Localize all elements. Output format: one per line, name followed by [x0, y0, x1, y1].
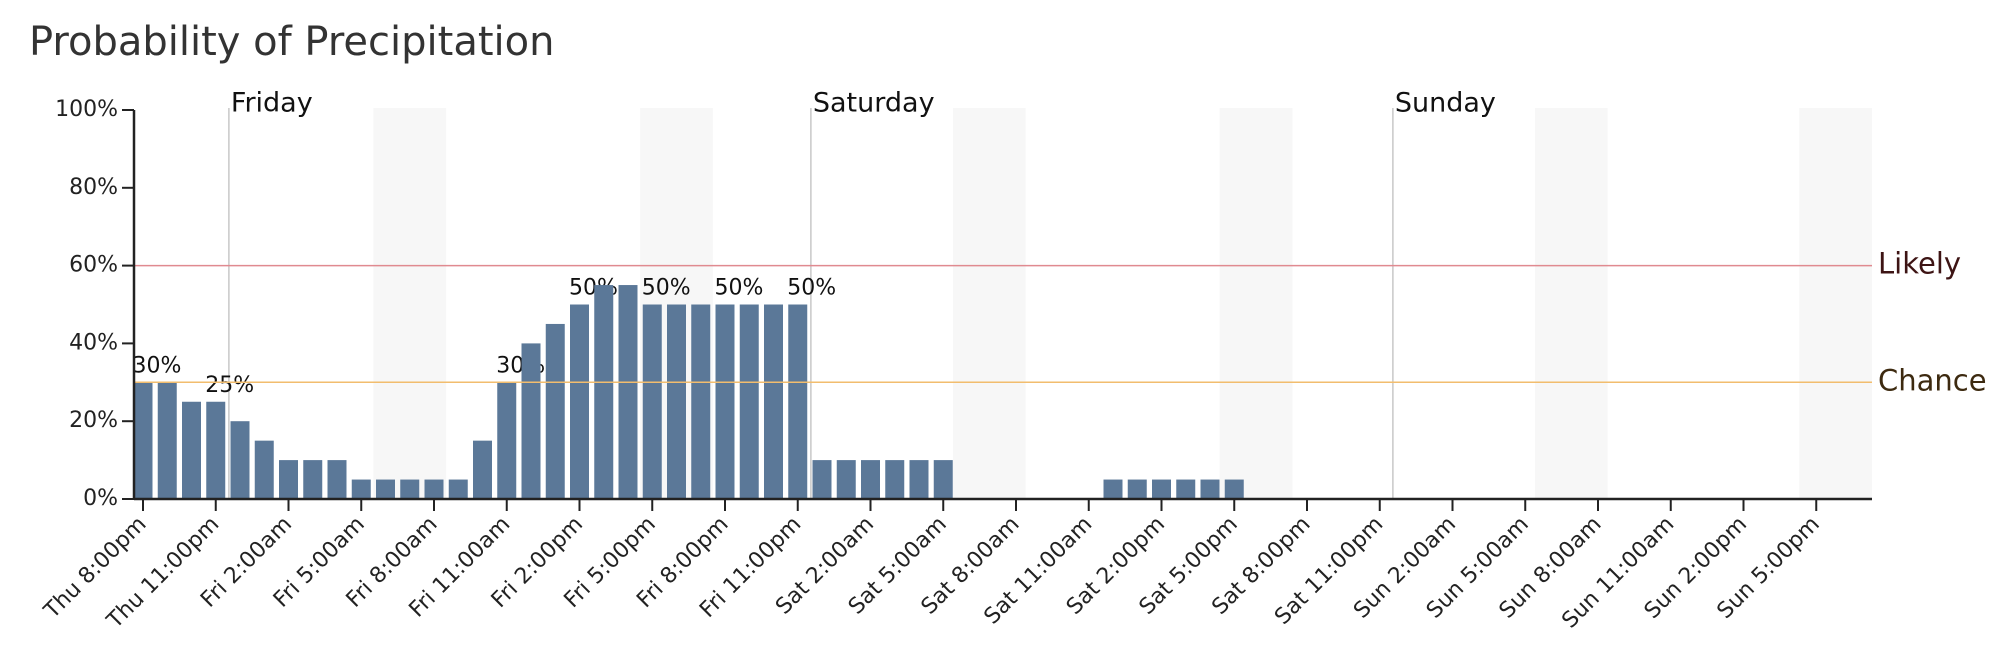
- y-tick-label: 20%: [69, 408, 118, 433]
- bar: [812, 460, 832, 499]
- bar: [861, 460, 880, 499]
- y-tick-label: 60%: [69, 253, 118, 278]
- value-label: 25%: [205, 373, 254, 398]
- bar: [739, 304, 759, 499]
- bar: [667, 304, 686, 499]
- bar: [642, 304, 662, 499]
- bar: [230, 421, 250, 499]
- bar: [885, 460, 905, 499]
- y-tick-label: 80%: [69, 175, 118, 200]
- bar: [570, 304, 589, 499]
- bar: [473, 440, 492, 499]
- bar: [1200, 479, 1220, 499]
- bar: [376, 479, 395, 499]
- y-tick-label: 100%: [55, 97, 118, 122]
- bar: [327, 460, 347, 499]
- bar: [1152, 479, 1171, 499]
- y-tick-label: 0%: [83, 486, 118, 511]
- bar: [933, 460, 953, 499]
- bar: [157, 382, 177, 499]
- bar: [424, 479, 444, 499]
- shade-band: [373, 108, 447, 499]
- day-label: Friday: [231, 88, 313, 119]
- bar: [254, 440, 274, 499]
- day-label: Saturday: [813, 88, 935, 119]
- value-label: 50%: [642, 276, 691, 301]
- bar: [279, 460, 298, 499]
- bar: [521, 343, 541, 499]
- bar: [206, 401, 226, 499]
- bar: [1224, 479, 1244, 499]
- bar: [545, 323, 565, 499]
- bar: [351, 479, 371, 499]
- bar: [182, 401, 201, 499]
- bar: [691, 304, 711, 499]
- shade-band: [1219, 108, 1293, 499]
- chart-title: Probability of Precipitation: [29, 19, 554, 65]
- shade-band: [1534, 108, 1608, 499]
- value-label: 30%: [133, 353, 182, 378]
- bar: [909, 460, 929, 499]
- threshold-label: Chance: [1878, 363, 1987, 397]
- threshold-label: Likely: [1878, 247, 1961, 281]
- bar: [1176, 479, 1196, 499]
- y-tick-label: 40%: [69, 330, 118, 355]
- bar: [715, 304, 735, 499]
- bar: [618, 285, 638, 499]
- bar: [497, 382, 517, 499]
- value-label: 50%: [715, 276, 764, 301]
- bar: [400, 479, 420, 499]
- bar: [1103, 479, 1123, 499]
- value-label: 50%: [787, 276, 836, 301]
- bar: [788, 304, 808, 499]
- bar: [133, 382, 153, 499]
- bar: [836, 460, 856, 499]
- bar: [303, 460, 323, 499]
- bar: [594, 285, 614, 499]
- bar: [764, 304, 783, 499]
- day-label: Sunday: [1395, 88, 1496, 119]
- shade-band: [952, 108, 1026, 499]
- shade-band: [1799, 108, 1873, 499]
- bar: [448, 479, 468, 499]
- bar: [1127, 479, 1147, 499]
